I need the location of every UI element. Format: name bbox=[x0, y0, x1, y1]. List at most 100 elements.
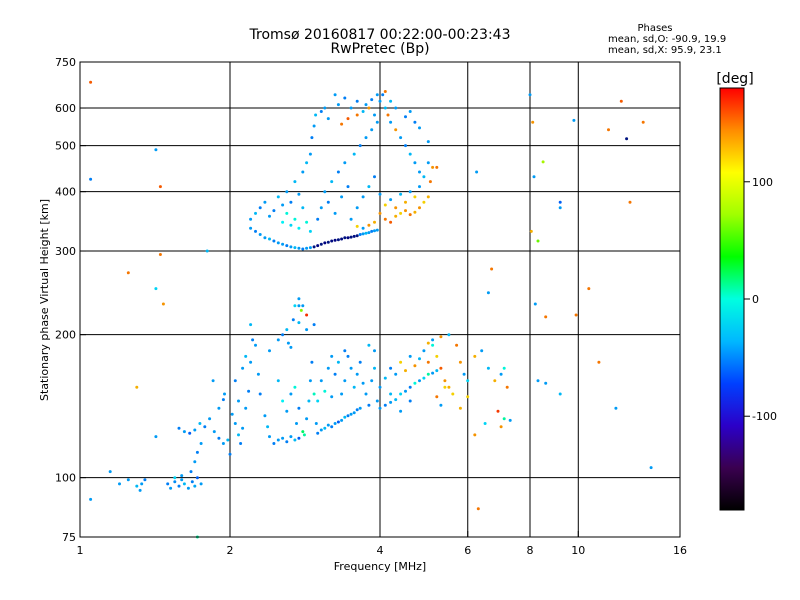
data-point bbox=[426, 341, 430, 345]
data-point bbox=[247, 389, 251, 393]
data-point bbox=[293, 304, 297, 308]
data-point bbox=[394, 372, 398, 376]
data-point bbox=[154, 148, 158, 152]
data-point bbox=[428, 180, 432, 184]
data-point bbox=[383, 217, 387, 221]
data-point bbox=[336, 360, 340, 364]
data-point bbox=[326, 240, 330, 244]
data-point bbox=[426, 161, 430, 165]
data-point bbox=[389, 198, 393, 202]
data-point bbox=[333, 211, 337, 215]
data-point bbox=[558, 200, 562, 204]
x-tick-label: 8 bbox=[527, 544, 534, 557]
data-point bbox=[340, 122, 344, 126]
data-point bbox=[499, 425, 503, 429]
data-point bbox=[532, 175, 536, 179]
data-point bbox=[373, 349, 376, 353]
data-point bbox=[301, 430, 305, 434]
data-point bbox=[241, 426, 245, 430]
data-point bbox=[378, 211, 382, 215]
data-point bbox=[330, 425, 334, 429]
data-point bbox=[587, 287, 591, 291]
data-point bbox=[223, 392, 226, 396]
data-point bbox=[373, 113, 376, 117]
data-point bbox=[312, 245, 316, 249]
data-point bbox=[326, 117, 330, 121]
x-tick-label: 10 bbox=[571, 544, 585, 557]
stats-line-o: mean, sd,O: -90.9, 19.9 bbox=[608, 34, 726, 45]
data-point bbox=[625, 137, 629, 141]
data-point bbox=[336, 103, 340, 107]
data-point bbox=[394, 128, 398, 132]
data-point bbox=[314, 113, 318, 117]
data-point bbox=[378, 385, 382, 389]
data-point bbox=[189, 470, 193, 474]
data-point bbox=[355, 206, 359, 210]
data-point bbox=[89, 497, 93, 501]
data-point bbox=[413, 381, 417, 385]
data-point bbox=[399, 392, 403, 396]
data-point bbox=[305, 161, 309, 165]
data-point bbox=[305, 246, 309, 250]
data-point bbox=[422, 175, 426, 179]
data-point bbox=[221, 442, 225, 445]
data-point bbox=[439, 335, 443, 339]
data-point bbox=[394, 398, 398, 402]
data-point bbox=[268, 237, 271, 241]
x-tick-label: 1 bbox=[77, 544, 84, 557]
data-point bbox=[508, 418, 512, 422]
data-point bbox=[263, 414, 267, 418]
data-point bbox=[408, 213, 412, 217]
data-point bbox=[458, 406, 462, 410]
data-point bbox=[370, 379, 374, 383]
data-point bbox=[258, 392, 262, 396]
data-point bbox=[323, 106, 327, 110]
data-point bbox=[399, 192, 403, 196]
data-point bbox=[203, 425, 207, 429]
data-point bbox=[336, 238, 340, 242]
data-point bbox=[355, 224, 359, 228]
data-point bbox=[158, 253, 162, 256]
data-point bbox=[389, 220, 393, 224]
data-point bbox=[418, 126, 421, 130]
data-point bbox=[319, 428, 323, 432]
data-point bbox=[308, 152, 312, 156]
data-point bbox=[276, 379, 280, 383]
data-point bbox=[312, 323, 316, 327]
data-point bbox=[135, 484, 139, 488]
data-point bbox=[466, 379, 470, 383]
data-point bbox=[355, 372, 359, 376]
x-tick-label: 16 bbox=[673, 544, 687, 557]
data-point bbox=[422, 349, 426, 353]
data-point bbox=[443, 385, 447, 389]
data-point bbox=[473, 433, 477, 437]
data-point bbox=[486, 366, 490, 370]
data-point bbox=[249, 360, 253, 364]
data-point bbox=[330, 180, 334, 184]
data-point bbox=[263, 200, 267, 204]
y-axis-label: Stationary phase Virtual Height [km] bbox=[38, 199, 51, 401]
data-point bbox=[649, 466, 653, 470]
data-point bbox=[291, 318, 295, 322]
data-point bbox=[373, 175, 376, 179]
data-point bbox=[531, 120, 535, 124]
data-point bbox=[289, 345, 293, 349]
data-point bbox=[233, 422, 237, 425]
data-point bbox=[473, 354, 477, 358]
data-point bbox=[544, 315, 548, 319]
data-point bbox=[346, 185, 350, 189]
data-point bbox=[254, 343, 257, 347]
data-point bbox=[256, 372, 260, 376]
data-point bbox=[418, 206, 421, 210]
data-point bbox=[476, 507, 480, 511]
data-point bbox=[199, 482, 203, 486]
data-point bbox=[541, 160, 545, 164]
data-point bbox=[285, 244, 289, 248]
data-point bbox=[375, 93, 379, 97]
data-point bbox=[340, 418, 344, 422]
data-point bbox=[404, 144, 407, 148]
data-point bbox=[399, 211, 403, 215]
data-point bbox=[289, 200, 293, 204]
data-point bbox=[249, 217, 253, 221]
data-point bbox=[319, 242, 323, 246]
